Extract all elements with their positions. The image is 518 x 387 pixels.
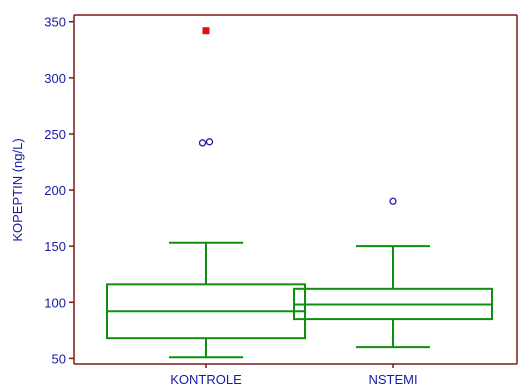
y-tick-label: 300	[44, 71, 66, 86]
y-tick-label: 150	[44, 239, 66, 254]
x-axis-ticks: KONTROLE NSTEMI	[170, 364, 418, 387]
y-axis-title: KOPEPTIN (ng/L)	[10, 138, 25, 241]
y-tick-label: 250	[44, 127, 66, 142]
y-tick-label: 50	[52, 351, 66, 366]
box-series	[106, 27, 493, 359]
outlier-point	[205, 138, 214, 146]
outlier-point	[389, 197, 397, 205]
x-tick-label: NSTEMI	[368, 372, 417, 387]
y-axis-ticks: 50 100 150 200 250 300 350	[44, 15, 74, 366]
y-tick-label: 100	[44, 295, 66, 310]
outlier-point	[198, 139, 207, 147]
y-tick-label: 350	[44, 15, 66, 30]
x-tick-label: KONTROLE	[170, 372, 242, 387]
far-outlier-point	[202, 27, 210, 35]
y-tick-label: 200	[44, 183, 66, 198]
